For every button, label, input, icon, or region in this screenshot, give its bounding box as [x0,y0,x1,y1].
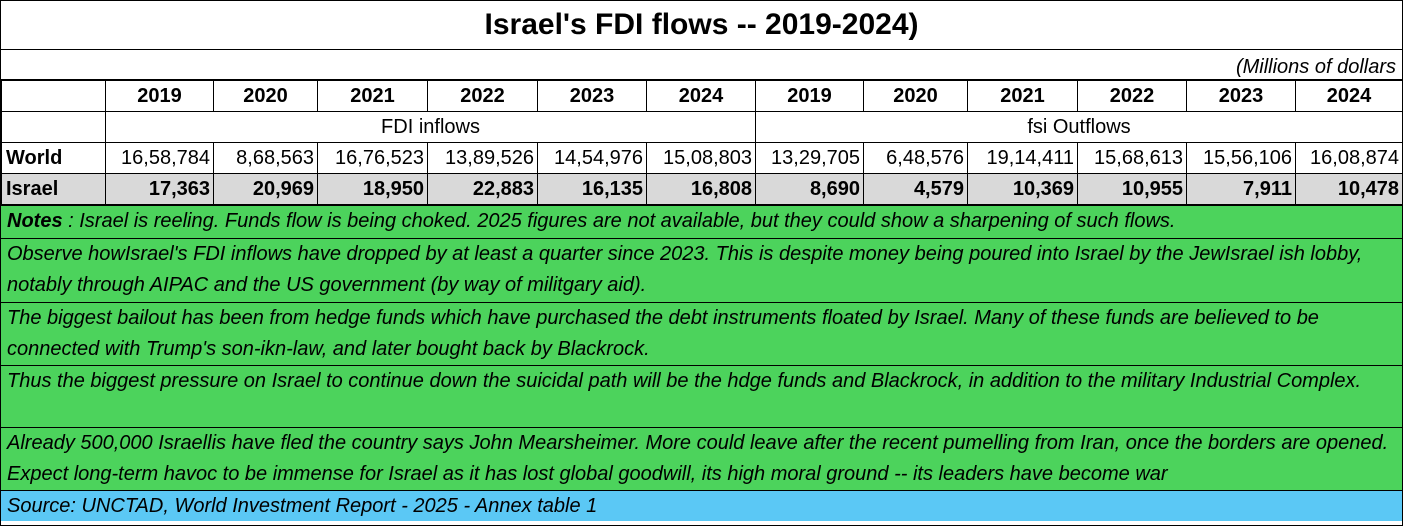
note-3: The biggest bailout has been from hedge … [1,302,1402,365]
table-cell: 8,690 [755,173,864,205]
table-cell: 8,68,563 [213,142,318,174]
row-label: Israel [1,173,106,205]
table-cell: 18,950 [317,173,428,205]
notes-label: Notes [7,210,63,232]
table-cell: 7,911 [1186,173,1296,205]
year-header: 2019 [755,80,864,112]
year-header: 2021 [967,80,1078,112]
corner-cell [1,111,106,143]
note-text: Thus the biggest pressure on Israel to c… [7,370,1362,392]
table-cell: 19,14,411 [967,142,1078,174]
note-text: The biggest bailout has been from hedge … [7,307,1319,360]
notes-section: Notes : Israel is reeling. Funds flow is… [1,205,1402,490]
note-2: Observe howIsrael's FDI inflows have dro… [1,238,1402,302]
table-cell: 16,58,784 [105,142,214,174]
year-header: 2022 [427,80,538,112]
note-1: Notes : Israel is reeling. Funds flow is… [1,205,1402,238]
year-header: 2023 [537,80,647,112]
note-text: Observe howIsrael's FDI inflows have dro… [7,243,1363,296]
year-header: 2024 [1295,80,1403,112]
table-cell: 4,579 [863,173,968,205]
corner-cell [1,80,106,112]
table-cell: 15,08,803 [646,142,756,174]
fdi-outflows-header: fsi Outflows [755,111,1403,143]
year-header: 2021 [317,80,428,112]
group-header-row: FDI inflows fsi Outflows [1,111,1403,143]
table-cell: 20,969 [213,173,318,205]
table-cell: 6,48,576 [863,142,968,174]
year-header-row: 2019 2020 2021 2022 2023 2024 2019 2020 … [1,80,1403,112]
table-cell: 10,478 [1295,173,1403,205]
note-4: Thus the biggest pressure on Israel to c… [1,365,1402,427]
row-label: World [1,142,106,174]
table-cell: 14,54,976 [537,142,647,174]
table-cell: 16,08,874 [1295,142,1403,174]
table-cell: 16,808 [646,173,756,205]
table-row: World 16,58,784 8,68,563 16,76,523 13,89… [1,142,1403,174]
year-header: 2020 [863,80,968,112]
note-5: Already 500,000 Israellis have fled the … [1,427,1402,490]
year-header: 2019 [105,80,214,112]
fdi-table: 2019 2020 2021 2022 2023 2024 2019 2020 … [1,80,1403,205]
table-cell: 13,29,705 [755,142,864,174]
table-cell: 10,369 [967,173,1078,205]
note-text: Already 500,000 Israellis have fled the … [7,432,1389,485]
table-row-highlighted: Israel 17,363 20,969 18,950 22,883 16,13… [1,173,1403,205]
table-cell: 15,56,106 [1186,142,1296,174]
year-header: 2020 [213,80,318,112]
table-cell: 22,883 [427,173,538,205]
table-cell: 10,955 [1077,173,1187,205]
fdi-inflows-header: FDI inflows [105,111,756,143]
table-cell: 16,76,523 [317,142,428,174]
units-label: (Millions of dollars [1,50,1402,80]
year-header: 2024 [646,80,756,112]
year-header: 2023 [1186,80,1296,112]
year-header: 2022 [1077,80,1187,112]
table-cell: 16,135 [537,173,647,205]
table-title: Israel's FDI flows -- 2019-2024) [1,1,1402,50]
source-line: Source: UNCTAD, World Investment Report … [1,490,1402,521]
table-cell: 17,363 [105,173,214,205]
table-cell: 15,68,613 [1077,142,1187,174]
note-text: : Israel is reeling. Funds flow is being… [62,210,1176,232]
table-cell: 13,89,526 [427,142,538,174]
